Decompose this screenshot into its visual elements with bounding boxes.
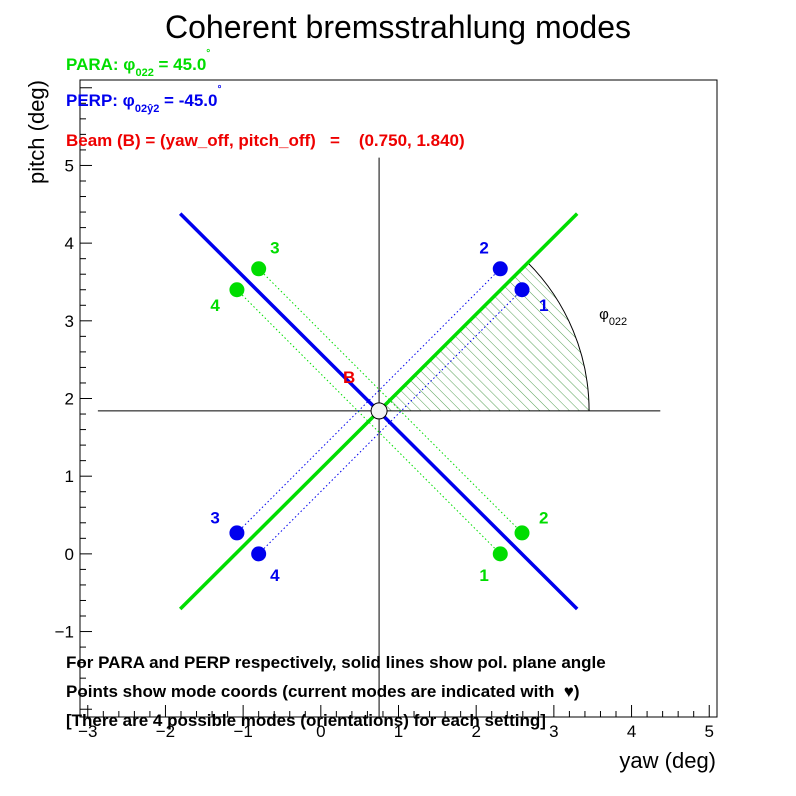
perp-mode-point (514, 282, 530, 298)
beam-marker (370, 402, 388, 420)
x-tick-label: 5 (704, 722, 713, 741)
x-tick-label: 2 (471, 722, 480, 741)
x-axis-label: yaw (deg) (619, 748, 716, 773)
x-tick-label: −2 (156, 722, 175, 741)
angle-label-subscript: 022 (609, 316, 627, 328)
perp-mode-label: 2 (479, 239, 488, 258)
x-tick-label: 3 (549, 722, 558, 741)
para-mode-label: 3 (270, 239, 279, 258)
y-tick-label: 5 (65, 156, 74, 175)
y-tick-label: 3 (65, 312, 74, 331)
para-mode-point (229, 282, 245, 298)
note-line-3: [There are 4 possible modes (orientation… (66, 711, 546, 730)
x-tick-label: 4 (627, 722, 636, 741)
perp-mode-point (251, 546, 267, 562)
perp-info-subscript: 02ŷ2 (135, 103, 159, 115)
para-info-prefix: PARA: φ (66, 55, 135, 74)
perp-mode-label: 3 (210, 508, 219, 527)
mode-points: 1 2 3 4 1 2 3 4 (210, 239, 548, 585)
x-tick-label: −1 (233, 722, 252, 741)
perp-info-value: = -45.0 (159, 91, 217, 110)
angle-label: φ022 (599, 306, 627, 328)
chart-title: Coherent bremsstrahlung modes (165, 9, 631, 45)
para-info-subscript: 022 (135, 67, 153, 79)
perp-mode-point (492, 261, 508, 277)
perp-mode-label: 4 (270, 566, 280, 585)
perp-info-prefix: PERP: φ (66, 91, 135, 110)
perp-mode-point (229, 525, 245, 541)
para-mode-label: 4 (210, 296, 220, 315)
x-tick-label: 0 (316, 722, 325, 741)
perp-info: PERP: φ02ŷ2 = -45.0° (66, 84, 221, 115)
perp-mode-label: 1 (539, 296, 548, 315)
note-line-1: For PARA and PERP respectively, solid li… (66, 653, 606, 672)
y-tick-label: 2 (65, 390, 74, 409)
y-tick-label: −1 (55, 623, 74, 642)
x-tick-label: −3 (78, 722, 97, 741)
y-tick-label: 1 (65, 467, 74, 486)
beam-label: B (343, 368, 355, 387)
angle-wedge-arc (527, 262, 590, 411)
para-info-value: = 45.0 (154, 55, 206, 74)
beam-info: Beam (B) = (yaw_off, pitch_off) = (0.750… (66, 131, 465, 150)
para-mode-label: 1 (479, 566, 488, 585)
y-tick-label: 0 (65, 545, 74, 564)
y-tick-label: 4 (65, 234, 74, 253)
beam-marker-circle (370, 402, 388, 420)
axis-ticks: −3 −2 −1 0 1 2 3 4 5 −1 0 1 2 3 4 5 (55, 87, 714, 741)
y-axis-label: pitch (deg) (24, 80, 49, 184)
para-mode-point (514, 525, 530, 541)
para-info-degree: ° (206, 48, 210, 59)
x-tick-label: 1 (394, 722, 403, 741)
beam-crosshair (97, 157, 661, 717)
para-info: PARA: φ022 = 45.0° (66, 48, 210, 79)
angle-wedge-fill (379, 262, 590, 411)
para-mode-point (251, 261, 267, 277)
para-mode-label: 2 (539, 508, 548, 527)
angle-label-symbol: φ (599, 306, 609, 323)
note-line-2: Points show mode coords (current modes a… (66, 682, 580, 701)
angle-wedge (379, 262, 590, 411)
perp-info-degree: ° (217, 84, 221, 95)
para-mode-point (492, 546, 508, 562)
